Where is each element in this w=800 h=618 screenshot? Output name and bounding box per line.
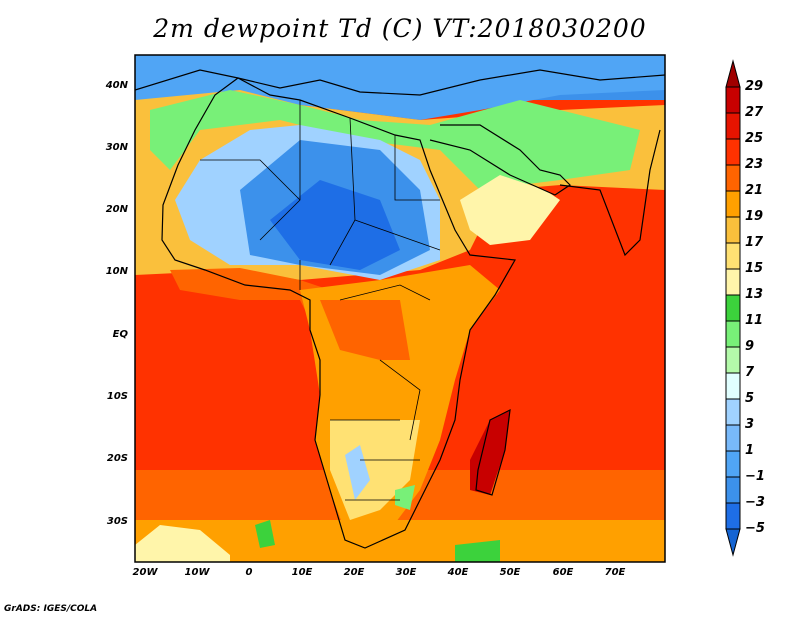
lon-label: 50E (499, 567, 521, 578)
lon-label: 0 (245, 567, 253, 578)
lat-label: EQ (112, 329, 128, 340)
lon-label: 60E (552, 567, 574, 578)
colorbar-swatch (725, 164, 741, 192)
chart-title: 2m dewpoint Td (C) VT:2018030200 (153, 14, 647, 43)
colorbar-swatch (725, 398, 741, 426)
coastlines (135, 69, 665, 549)
colorbar-swatch (725, 346, 741, 374)
colorbar-swatch (725, 216, 741, 244)
colorbar-label: 3 (745, 417, 755, 432)
lat-label: 10N (105, 266, 128, 277)
colorbar-label: 17 (745, 235, 764, 250)
colorbar-label: 23 (745, 157, 764, 172)
colorbar-swatch (725, 372, 741, 400)
colorbar-swatch (725, 320, 741, 348)
colorbar-swatch (725, 424, 741, 452)
colorbar-swatch (725, 476, 741, 504)
lat-label: 40N (105, 80, 128, 91)
country-borders (200, 100, 441, 501)
colorbar-swatch (725, 450, 741, 478)
lat-label: 10S (106, 391, 128, 402)
lon-label: 10W (184, 567, 210, 578)
lon-label: 70E (604, 567, 626, 578)
lat-label: 20N (105, 204, 128, 215)
colorbar-label: 25 (745, 131, 764, 146)
lon-label: 10E (291, 567, 313, 578)
colorbar-label: 29 (745, 79, 764, 94)
lon-label: 20W (132, 567, 158, 578)
colorbar-label: −5 (745, 521, 765, 536)
colorbar-swatch (725, 112, 741, 140)
colorbar-swatch (725, 190, 741, 218)
colorbar-label: 1 (745, 443, 755, 458)
credit-text: GrADS: IGES/COLA (4, 604, 98, 614)
lon-label: 30E (395, 567, 417, 578)
lon-label: 40E (447, 567, 469, 578)
colorbar-label: 13 (745, 287, 764, 302)
colorbar-label: 19 (745, 209, 764, 224)
colorbar-label: −3 (745, 495, 765, 510)
lat-label: 20S (106, 453, 128, 464)
colorbar-swatch (725, 502, 741, 530)
colorbar-swatch (725, 138, 741, 166)
colorbar-bottom-arrow (725, 528, 741, 557)
colorbar-label: 21 (745, 183, 764, 198)
colorbar-label: −1 (745, 469, 765, 484)
lat-label: 30S (106, 516, 128, 527)
colorbar-swatch (725, 268, 741, 296)
lon-label: 20E (343, 567, 365, 578)
colorbar-label: 7 (745, 365, 755, 380)
colorbar-swatch (725, 86, 741, 114)
colorbar-label: 11 (745, 313, 764, 328)
madagascar-field (470, 410, 510, 495)
colorbar-label: 9 (745, 339, 755, 354)
colorbar-label: 5 (745, 391, 755, 406)
lat-label: 30N (105, 142, 128, 153)
colorbar-swatch (725, 242, 741, 270)
map-frame (134, 54, 666, 563)
colorbar-label: 15 (745, 261, 764, 276)
colorbar-swatch (725, 294, 741, 322)
colorbar-label: 27 (745, 105, 764, 120)
colorbar-top-arrow (725, 59, 741, 88)
